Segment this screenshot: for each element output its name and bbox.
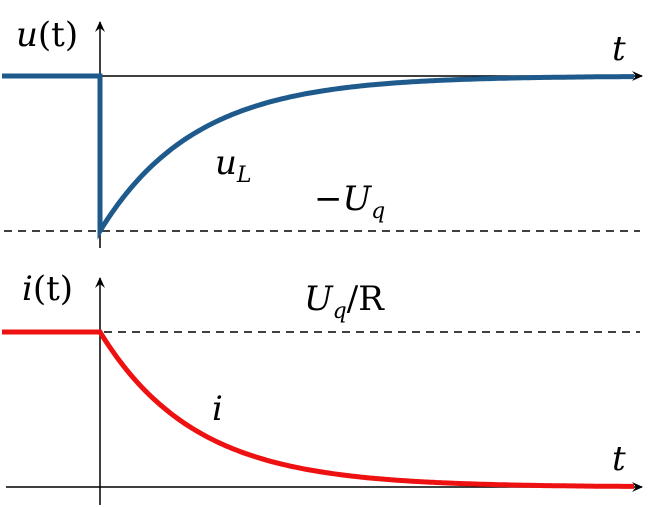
current-curve-label: i	[212, 389, 223, 429]
bottom-axis-label: i(t)	[22, 269, 73, 309]
voltage-curve	[2, 73, 634, 240]
top-axis-label: u(t)	[16, 15, 78, 55]
current-curve	[2, 329, 634, 489]
top-plot: u(t) t uL −Uq	[2, 15, 643, 248]
bottom-time-label: t	[612, 439, 626, 479]
top-time-label: t	[612, 29, 626, 69]
top-level-label: −Uq	[314, 179, 385, 224]
bottom-plot: i(t) t i Uq/R	[2, 269, 643, 505]
voltage-curve-label: uL	[215, 143, 252, 188]
bottom-level-label: Uq/R	[304, 279, 385, 324]
